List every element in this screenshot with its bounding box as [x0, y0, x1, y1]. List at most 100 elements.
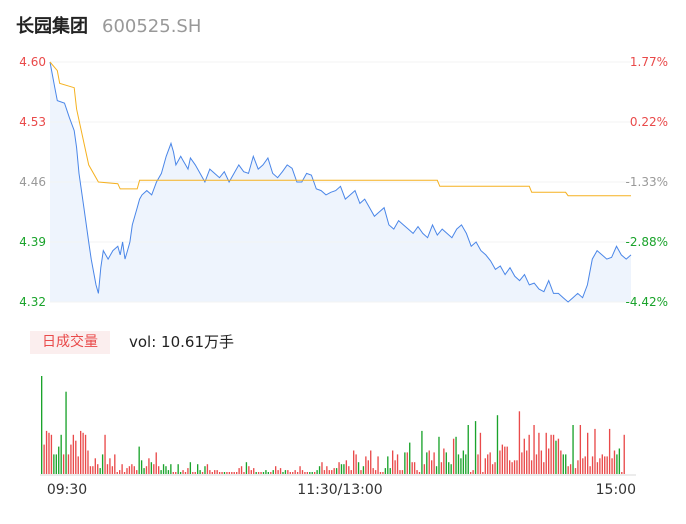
- volume-bar: [452, 438, 455, 474]
- volume-bar: [418, 472, 421, 474]
- volume-bar: [611, 458, 613, 474]
- volume-bar: [189, 462, 192, 474]
- volume-bar: [535, 454, 538, 474]
- volume-bar: [482, 472, 484, 474]
- volume-bar: [175, 472, 177, 474]
- volume-bar: [318, 466, 321, 474]
- volume-bar: [353, 450, 355, 474]
- volume-bar: [184, 472, 187, 474]
- percent-tick-label: -1.33%: [626, 175, 668, 189]
- volume-bar: [494, 462, 496, 474]
- volume-bar: [562, 454, 564, 474]
- chart-grid: [50, 61, 631, 303]
- volume-bar: [214, 470, 216, 474]
- volume-bar: [133, 466, 135, 474]
- volume-bar: [348, 466, 350, 474]
- volume-bar: [533, 425, 535, 474]
- volume-bar: [140, 460, 143, 474]
- volume-bar: [138, 446, 140, 474]
- volume-bar: [301, 470, 304, 474]
- volume-bar: [399, 470, 401, 474]
- volume-bar: [55, 454, 57, 474]
- volume-bar: [97, 464, 99, 474]
- volume-label: vol:: [129, 333, 162, 351]
- volume-bar: [601, 454, 603, 474]
- volume-bar: [457, 454, 460, 474]
- volume-bar: [153, 464, 155, 474]
- volume-bar: [404, 452, 406, 474]
- volume-bar: [443, 448, 445, 474]
- volume-bar: [377, 456, 379, 474]
- volume-bar: [365, 456, 367, 474]
- volume-bar: [221, 472, 223, 474]
- volume-bar: [201, 472, 204, 474]
- volume-bar: [426, 452, 428, 474]
- volume-bar: [589, 466, 591, 474]
- price-tick-label: 4.53: [19, 115, 46, 129]
- volume-bar: [518, 411, 521, 474]
- time-tick-label: 15:00: [596, 482, 636, 498]
- volume-bar: [599, 458, 601, 474]
- volume-bar: [231, 472, 233, 474]
- volume-bar: [574, 468, 577, 474]
- volume-readout: vol: 10.61万手: [129, 331, 234, 354]
- volume-bar: [409, 442, 411, 474]
- volume-bar: [360, 470, 362, 474]
- volume-bar: [80, 430, 82, 474]
- volume-bar: [223, 472, 226, 474]
- volume-bar: [584, 456, 586, 474]
- volume-bar: [506, 446, 508, 474]
- volume-bar: [123, 472, 126, 474]
- volume-bar: [550, 434, 552, 474]
- volume-bar: [509, 460, 511, 474]
- volume-bar: [511, 462, 513, 474]
- volume-bar: [84, 434, 87, 474]
- volume-bar: [119, 470, 121, 474]
- volume-bar: [150, 462, 153, 474]
- volume-bar: [87, 450, 89, 474]
- volume-bar: [350, 470, 352, 474]
- volume-bar: [406, 452, 408, 474]
- volume-bar: [240, 466, 243, 474]
- volume-bar: [596, 462, 599, 474]
- percent-axis: 1.77% 0.22% -1.33% -2.88% -4.42%: [626, 55, 668, 309]
- volume-bar: [440, 462, 443, 474]
- volume-bar: [604, 456, 606, 474]
- volume-bar: [309, 472, 311, 474]
- volume-bar: [516, 460, 518, 474]
- volume-bar: [162, 464, 165, 474]
- volume-bar: [311, 472, 313, 474]
- volume-bar: [228, 472, 231, 474]
- volume-bar: [238, 468, 240, 474]
- volume-bar: [233, 472, 235, 474]
- volume-bar: [548, 448, 550, 474]
- volume-bar: [236, 472, 238, 474]
- stock-code: 600525.SH: [102, 16, 202, 37]
- volume-bar: [606, 456, 608, 474]
- volume-bar: [250, 470, 252, 474]
- volume-bar: [99, 468, 101, 474]
- volume-bar: [591, 456, 594, 474]
- volume-bar: [538, 432, 540, 474]
- volume-bar: [587, 432, 589, 474]
- volume-bar: [245, 462, 248, 474]
- volume-bar: [260, 472, 262, 474]
- percent-tick-label: 1.77%: [630, 55, 668, 69]
- volume-bar: [496, 415, 499, 474]
- volume-bar: [379, 472, 382, 474]
- volume-bar: [462, 450, 465, 474]
- volume-bar: [448, 462, 450, 474]
- volume-bar: [530, 460, 533, 474]
- volume-bar: [292, 472, 294, 474]
- volume-bar: [455, 436, 457, 474]
- volume-bar: [438, 436, 440, 474]
- time-axis: 09:30 11:30/13:00 15:00: [40, 474, 636, 498]
- volume-bar: [209, 470, 211, 474]
- volume-bar: [257, 472, 260, 474]
- volume-bar: [567, 466, 569, 474]
- volume-bar: [101, 454, 104, 474]
- volume-bar: [62, 454, 65, 474]
- price-axis: 4.60 4.53 4.46 4.39 4.32: [19, 55, 46, 309]
- volume-bar: [540, 450, 543, 474]
- volume-bar: [194, 472, 196, 474]
